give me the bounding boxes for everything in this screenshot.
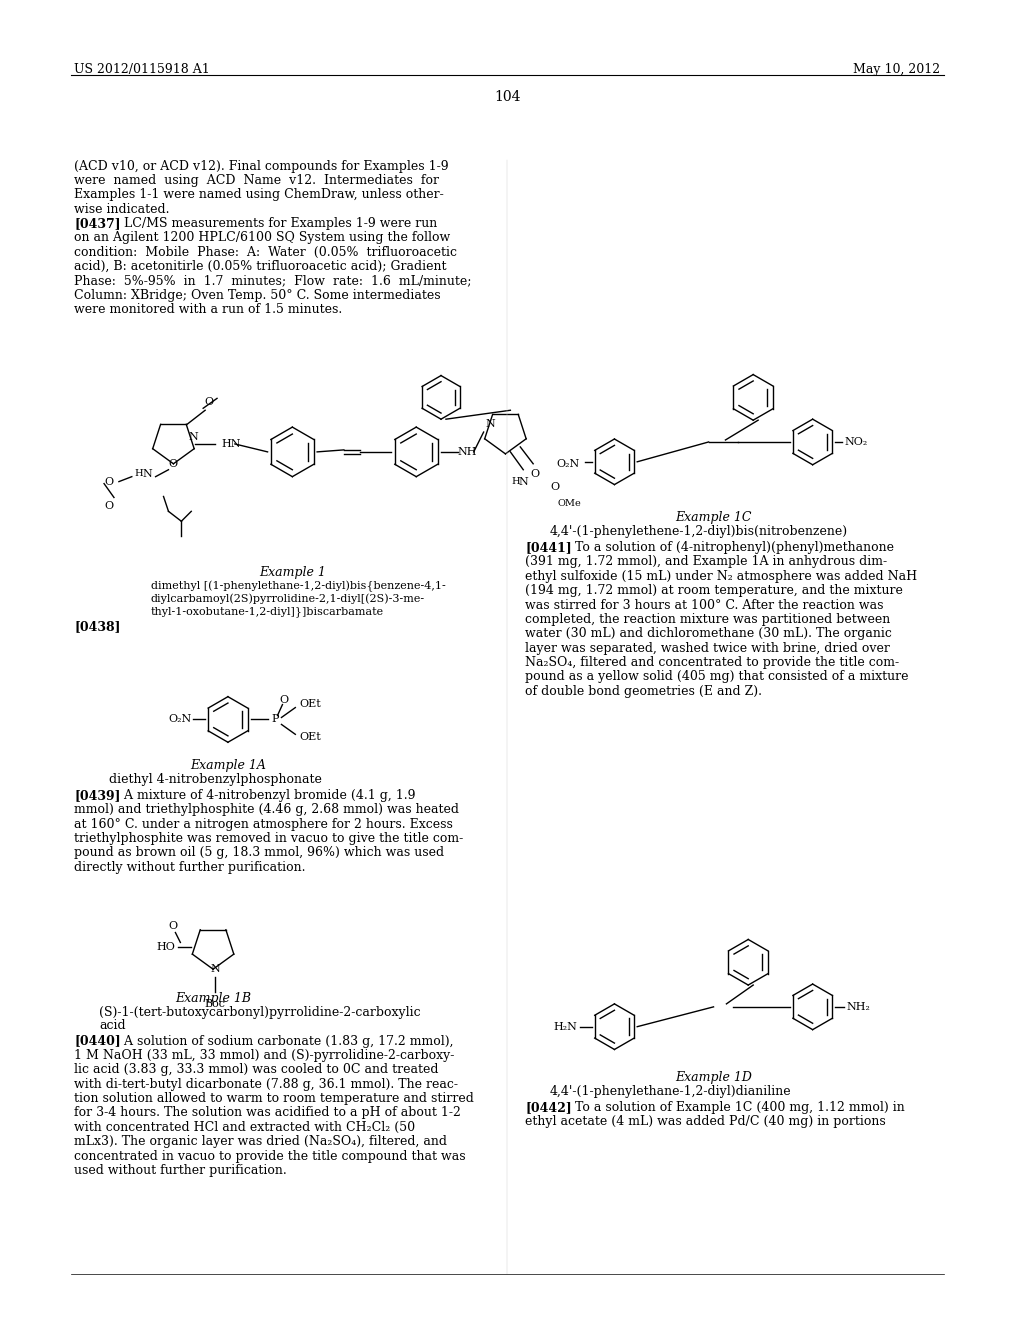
Text: with concentrated HCl and extracted with CH₂Cl₂ (50: with concentrated HCl and extracted with…	[75, 1121, 416, 1134]
Text: H: H	[134, 469, 143, 478]
Text: LC/MS measurements for Examples 1-9 were run: LC/MS measurements for Examples 1-9 were…	[112, 216, 437, 230]
Text: concentrated in vacuo to provide the title compound that was: concentrated in vacuo to provide the tit…	[75, 1150, 466, 1163]
Text: mLx3). The organic layer was dried (Na₂SO₄), filtered, and: mLx3). The organic layer was dried (Na₂S…	[75, 1135, 447, 1148]
Text: NH₂: NH₂	[847, 1002, 870, 1012]
Text: water (30 mL) and dichloromethane (30 mL). The organic: water (30 mL) and dichloromethane (30 mL…	[525, 627, 892, 640]
Text: mmol) and triethylphosphite (4.46 g, 2.68 mmol) was heated: mmol) and triethylphosphite (4.46 g, 2.6…	[75, 803, 460, 816]
Text: N: N	[210, 964, 220, 974]
Text: wise indicated.: wise indicated.	[75, 203, 170, 215]
Text: on an Agilent 1200 HPLC/6100 SQ System using the follow: on an Agilent 1200 HPLC/6100 SQ System u…	[75, 231, 451, 244]
Text: Example 1B: Example 1B	[175, 993, 251, 1005]
Text: Column: XBridge; Oven Temp. 50° C. Some intermediates: Column: XBridge; Oven Temp. 50° C. Some …	[75, 289, 441, 302]
Text: dimethyl [(1-phenylethane-1,2-diyl)bis{benzene-4,1-: dimethyl [(1-phenylethane-1,2-diyl)bis{b…	[151, 581, 445, 593]
Text: 104: 104	[495, 90, 520, 104]
Text: Phase:  5%-95%  in  1.7  minutes;  Flow  rate:  1.6  mL/minute;: Phase: 5%-95% in 1.7 minutes; Flow rate:…	[75, 275, 472, 288]
Text: A solution of sodium carbonate (1.83 g, 17.2 mmol),: A solution of sodium carbonate (1.83 g, …	[112, 1035, 454, 1048]
Text: tion solution allowed to warm to room temperature and stirred: tion solution allowed to warm to room te…	[75, 1092, 474, 1105]
Text: N: N	[142, 469, 153, 479]
Text: of double bond geometries (E and Z).: of double bond geometries (E and Z).	[525, 685, 762, 698]
Text: condition:  Mobile  Phase:  A:  Water  (0.05%  trifluoroacetic: condition: Mobile Phase: A: Water (0.05%…	[75, 246, 458, 259]
Text: [0439]: [0439]	[75, 789, 121, 801]
Text: [0438]: [0438]	[75, 620, 121, 634]
Text: [0437]: [0437]	[75, 216, 121, 230]
Text: was stirred for 3 hours at 100° C. After the reaction was: was stirred for 3 hours at 100° C. After…	[525, 598, 884, 611]
Text: completed, the reaction mixture was partitioned between: completed, the reaction mixture was part…	[525, 612, 891, 626]
Text: NO₂: NO₂	[845, 437, 867, 447]
Text: P: P	[271, 714, 280, 725]
Text: OEt: OEt	[299, 733, 322, 742]
Text: US 2012/0115918 A1: US 2012/0115918 A1	[75, 63, 210, 77]
Text: O: O	[104, 502, 114, 511]
Text: acid: acid	[99, 1019, 126, 1032]
Text: ethyl sulfoxide (15 mL) under N₂ atmosphere was added NaH: ethyl sulfoxide (15 mL) under N₂ atmosph…	[525, 570, 918, 583]
Text: N: N	[188, 432, 198, 442]
Text: (ACD v10, or ACD v12). Final compounds for Examples 1-9: (ACD v10, or ACD v12). Final compounds f…	[75, 160, 449, 173]
Text: directly without further purification.: directly without further purification.	[75, 861, 306, 874]
Text: [0440]: [0440]	[75, 1035, 121, 1048]
Text: Example 1A: Example 1A	[190, 759, 266, 772]
Text: diylcarbamoyl(2S)pyrrolidine-2,1-diyl[(2S)-3-me-: diylcarbamoyl(2S)pyrrolidine-2,1-diyl[(2…	[151, 594, 425, 605]
Text: N: N	[518, 477, 528, 487]
Text: Example 1: Example 1	[259, 566, 326, 579]
Text: were monitored with a run of 1.5 minutes.: were monitored with a run of 1.5 minutes…	[75, 304, 343, 317]
Text: [0441]: [0441]	[525, 541, 572, 554]
Text: pound as a yellow solid (405 mg) that consisted of a mixture: pound as a yellow solid (405 mg) that co…	[525, 671, 908, 684]
Text: N: N	[485, 420, 496, 429]
Text: A mixture of 4-nitrobenzyl bromide (4.1 g, 1.9: A mixture of 4-nitrobenzyl bromide (4.1 …	[112, 789, 416, 801]
Text: OMe: OMe	[558, 499, 582, 508]
Text: May 10, 2012: May 10, 2012	[853, 63, 940, 77]
Text: 4,4'-(1-phenylethane-1,2-diyl)dianiline: 4,4'-(1-phenylethane-1,2-diyl)dianiline	[550, 1085, 792, 1098]
Text: O₂N: O₂N	[168, 714, 191, 725]
Text: O: O	[551, 482, 559, 491]
Text: O: O	[104, 477, 114, 487]
Text: for 3-4 hours. The solution was acidified to a pH of about 1-2: for 3-4 hours. The solution was acidifie…	[75, 1106, 461, 1119]
Text: HN: HN	[221, 440, 241, 449]
Text: To a solution of (4-nitrophenyl)(phenyl)methanone: To a solution of (4-nitrophenyl)(phenyl)…	[563, 541, 894, 554]
Text: ethyl acetate (4 mL) was added Pd/C (40 mg) in portions: ethyl acetate (4 mL) was added Pd/C (40 …	[525, 1115, 886, 1129]
Text: O: O	[280, 694, 289, 705]
Text: triethylphosphite was removed in vacuo to give the title com-: triethylphosphite was removed in vacuo t…	[75, 832, 464, 845]
Text: O: O	[530, 469, 540, 479]
Text: O: O	[169, 459, 178, 469]
Text: To a solution of Example 1C (400 mg, 1.12 mmol) in: To a solution of Example 1C (400 mg, 1.1…	[563, 1101, 904, 1114]
Text: Na₂SO₄, filtered and concentrated to provide the title com-: Na₂SO₄, filtered and concentrated to pro…	[525, 656, 899, 669]
Text: diethyl 4-nitrobenzylphosphonate: diethyl 4-nitrobenzylphosphonate	[109, 774, 322, 785]
Text: Example 1C: Example 1C	[675, 511, 752, 524]
Text: with di-tert-butyl dicarbonate (7.88 g, 36.1 mmol). The reac-: with di-tert-butyl dicarbonate (7.88 g, …	[75, 1077, 459, 1090]
Text: Example 1D: Example 1D	[675, 1072, 752, 1084]
Text: acid), B: acetonitirle (0.05% trifluoroacetic acid); Gradient: acid), B: acetonitirle (0.05% trifluoroa…	[75, 260, 446, 273]
Text: at 160° C. under a nitrogen atmosphere for 2 hours. Excess: at 160° C. under a nitrogen atmosphere f…	[75, 817, 454, 830]
Text: 4,4'-(1-phenylethene-1,2-diyl)bis(nitrobenzene): 4,4'-(1-phenylethene-1,2-diyl)bis(nitrob…	[550, 525, 848, 539]
Text: used without further purification.: used without further purification.	[75, 1164, 287, 1177]
Text: (391 mg, 1.72 mmol), and Example 1A in anhydrous dim-: (391 mg, 1.72 mmol), and Example 1A in a…	[525, 556, 888, 569]
Text: (S)-1-(tert-butoxycarbonyl)pyrrolidine-2-carboxylic: (S)-1-(tert-butoxycarbonyl)pyrrolidine-2…	[99, 1006, 421, 1019]
Text: O₂N: O₂N	[556, 459, 580, 469]
Text: 1 M NaOH (33 mL, 33 mmol) and (S)-pyrrolidine-2-carboxy-: 1 M NaOH (33 mL, 33 mmol) and (S)-pyrrol…	[75, 1049, 455, 1063]
Text: layer was separated, washed twice with brine, dried over: layer was separated, washed twice with b…	[525, 642, 890, 655]
Text: Boc: Boc	[205, 999, 225, 1008]
Text: H₂N: H₂N	[554, 1022, 578, 1032]
Text: NH: NH	[458, 447, 477, 457]
Text: HO: HO	[157, 942, 175, 953]
Text: Examples 1-1 were named using ChemDraw, unless other-: Examples 1-1 were named using ChemDraw, …	[75, 189, 444, 201]
Text: O: O	[205, 397, 214, 408]
Text: [0442]: [0442]	[525, 1101, 572, 1114]
Text: H: H	[511, 477, 519, 486]
Text: pound as brown oil (5 g, 18.3 mmol, 96%) which was used: pound as brown oil (5 g, 18.3 mmol, 96%)…	[75, 846, 444, 859]
Text: O: O	[169, 920, 178, 931]
Text: OEt: OEt	[299, 698, 322, 709]
Text: lic acid (3.83 g, 33.3 mmol) was cooled to 0C and treated: lic acid (3.83 g, 33.3 mmol) was cooled …	[75, 1064, 439, 1076]
Text: were  named  using  ACD  Name  v12.  Intermediates  for: were named using ACD Name v12. Intermedi…	[75, 174, 439, 187]
Text: thyl-1-oxobutane-1,2-diyl]}]biscarbamate: thyl-1-oxobutane-1,2-diyl]}]biscarbamate	[151, 606, 384, 618]
Text: (194 mg, 1.72 mmol) at room temperature, and the mixture: (194 mg, 1.72 mmol) at room temperature,…	[525, 585, 903, 597]
